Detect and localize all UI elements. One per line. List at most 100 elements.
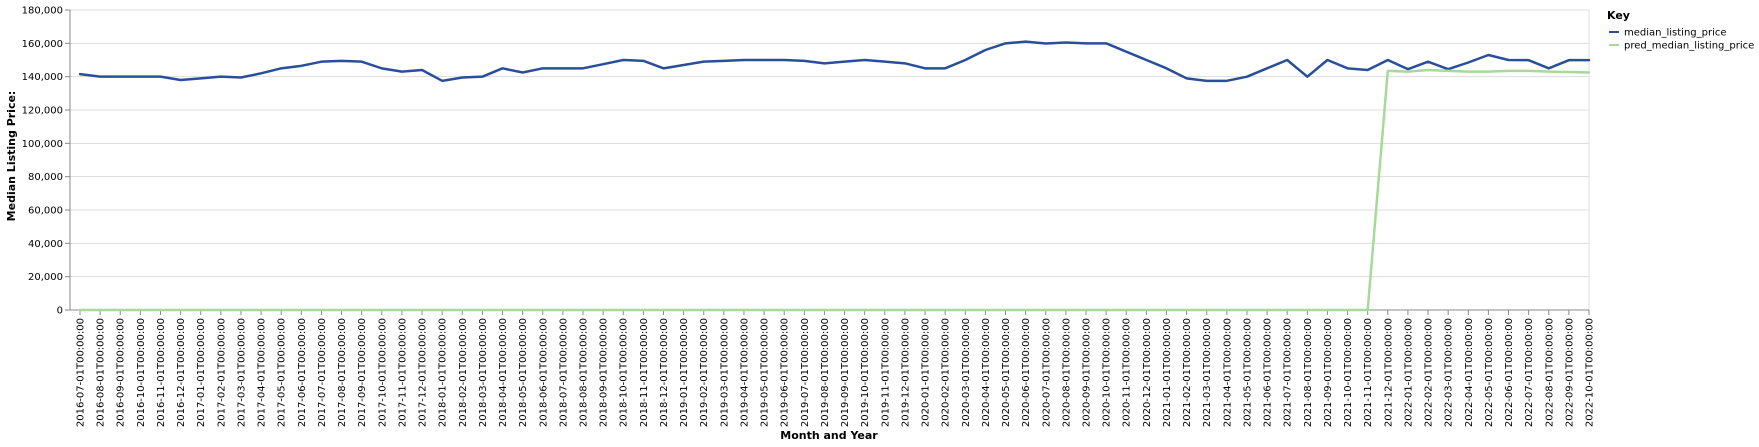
x-tick-label: 2017-12-01T00:00:00 (418, 318, 429, 427)
series-lines (78, 40, 1591, 312)
x-tick-label: 2022-01-01T00:00:00 (1403, 318, 1414, 427)
legend-label: pred_median_listing_price (1624, 41, 1754, 52)
x-tick-label: 2017-04-01T00:00:00 (257, 318, 268, 427)
x-tick-label: 2018-01-01T00:00:00 (438, 318, 449, 427)
x-tick-label: 2016-09-01T00:00:00 (116, 318, 127, 427)
x-tick-label: 2016-08-01T00:00:00 (96, 318, 107, 427)
x-tick-label: 2019-11-01T00:00:00 (880, 318, 891, 427)
x-tick-label: 2018-04-01T00:00:00 (498, 318, 509, 427)
series-line-median-listing-price (78, 40, 1591, 83)
x-tick-label: 2022-08-01T00:00:00 (1544, 318, 1555, 427)
x-tick-label: 2018-08-01T00:00:00 (579, 318, 590, 427)
x-tick-label: 2020-06-01T00:00:00 (1021, 318, 1032, 427)
x-tick-label: 2019-09-01T00:00:00 (840, 318, 851, 427)
y-tick-label: 0 (57, 306, 63, 317)
x-tick-label: 2016-10-01T00:00:00 (136, 318, 147, 427)
x-tick-label: 2018-06-01T00:00:00 (538, 318, 549, 427)
x-tick-label: 2020-08-01T00:00:00 (1061, 318, 1072, 427)
x-axis-title: Month and Year (780, 429, 878, 442)
x-tick-label: 2019-02-01T00:00:00 (699, 318, 710, 427)
y-tick-label: 40,000 (28, 239, 63, 250)
x-tick-label: 2022-09-01T00:00:00 (1564, 318, 1575, 427)
grid (70, 9, 1590, 311)
x-tick-label: 2020-09-01T00:00:00 (1082, 318, 1093, 427)
x-tick-label: 2018-10-01T00:00:00 (619, 318, 630, 427)
x-tick-label: 2017-09-01T00:00:00 (357, 318, 368, 427)
x-tick-label: 2018-11-01T00:00:00 (639, 318, 650, 427)
x-tick-label: 2017-07-01T00:00:00 (317, 318, 328, 427)
x-tick-label: 2020-10-01T00:00:00 (1102, 318, 1113, 427)
x-tick-label: 2021-07-01T00:00:00 (1283, 318, 1294, 427)
x-tick-label: 2021-04-01T00:00:00 (1222, 318, 1233, 427)
x-tick-label: 2019-12-01T00:00:00 (900, 318, 911, 427)
x-tick-label: 2022-04-01T00:00:00 (1464, 318, 1475, 427)
y-tick-label: 120,000 (22, 106, 63, 117)
x-tick-label: 2017-08-01T00:00:00 (337, 318, 348, 427)
x-tick-label: 2018-05-01T00:00:00 (518, 318, 529, 427)
legend-title: Key (1607, 9, 1630, 22)
x-tick-label: 2017-02-01T00:00:00 (216, 318, 227, 427)
x-tick-label: 2022-06-01T00:00:00 (1504, 318, 1515, 427)
y-tick-label: 140,000 (22, 72, 63, 83)
x-tick-label: 2017-06-01T00:00:00 (297, 318, 308, 427)
x-tick-label: 2018-03-01T00:00:00 (478, 318, 489, 427)
x-tick-label: 2017-01-01T00:00:00 (196, 318, 207, 427)
x-tick-label: 2019-06-01T00:00:00 (780, 318, 791, 427)
legend-label: median_listing_price (1624, 28, 1727, 39)
x-tick-label: 2021-11-01T00:00:00 (1363, 318, 1374, 427)
x-tick-label: 2016-11-01T00:00:00 (156, 318, 167, 427)
x-tick-label: 2020-03-01T00:00:00 (961, 318, 972, 427)
x-tick-label: 2020-12-01T00:00:00 (1142, 318, 1153, 427)
x-tick-label: 2021-06-01T00:00:00 (1263, 318, 1274, 427)
x-tick-label: 2021-01-01T00:00:00 (1162, 318, 1173, 427)
y-tick-label: 160,000 (22, 39, 63, 50)
y-axis-title: Median Listing Price: (5, 91, 18, 222)
x-tick-label: 2022-07-01T00:00:00 (1524, 318, 1535, 427)
legend: Key median_listing_price pred_median_list… (1607, 9, 1754, 52)
x-tick-label: 2021-02-01T00:00:00 (1182, 318, 1193, 427)
x-tick-label: 2017-03-01T00:00:00 (236, 318, 247, 427)
y-tick-label: 180,000 (22, 6, 63, 17)
x-tick-label: 2016-07-01T00:00:00 (76, 318, 87, 427)
x-tick-label: 2020-05-01T00:00:00 (1001, 318, 1012, 427)
x-tick-label: 2018-07-01T00:00:00 (558, 318, 569, 427)
x-tick-label: 2017-11-01T00:00:00 (397, 318, 408, 427)
x-tick-label: 2022-03-01T00:00:00 (1444, 318, 1455, 427)
x-tick-label: 2019-03-01T00:00:00 (719, 318, 730, 427)
x-tick-label: 2018-09-01T00:00:00 (599, 318, 610, 427)
x-tick-label: 2019-10-01T00:00:00 (860, 318, 871, 427)
x-tick-label: 2020-04-01T00:00:00 (981, 318, 992, 427)
x-tick-label: 2021-10-01T00:00:00 (1343, 318, 1354, 427)
x-tick-label: 2022-02-01T00:00:00 (1424, 318, 1435, 427)
x-tick-label: 2017-05-01T00:00:00 (277, 318, 288, 427)
x-tick-label: 2020-01-01T00:00:00 (921, 318, 932, 427)
x-tick-label: 2022-05-01T00:00:00 (1484, 318, 1495, 427)
x-axis: 2016-07-01T00:00:00 2016-08-01T00:00:00 20… (70, 309, 1596, 427)
y-tick-label: 80,000 (28, 172, 63, 183)
x-tick-label: 2020-07-01T00:00:00 (1041, 318, 1052, 427)
x-tick-label: 2019-05-01T00:00:00 (760, 318, 771, 427)
x-tick-label: 2022-10-01T00:00:00 (1585, 318, 1596, 427)
y-tick-label: 60,000 (28, 206, 63, 217)
x-tick-label: 2021-09-01T00:00:00 (1323, 318, 1334, 427)
x-tick-label: 2019-04-01T00:00:00 (739, 318, 750, 427)
x-tick-label: 2019-01-01T00:00:00 (679, 318, 690, 427)
y-tick-label: 20,000 (28, 272, 63, 283)
y-axis: 0 20,000 40,000 60,000 80,000 100,000 120,000 1… (22, 6, 71, 317)
series-line-pred-median-listing-price (78, 68, 1591, 312)
x-tick-label: 2021-08-01T00:00:00 (1303, 318, 1314, 427)
y-tick-label: 100,000 (22, 139, 63, 150)
x-tick-label: 2016-12-01T00:00:00 (176, 318, 187, 427)
x-tick-label: 2019-08-01T00:00:00 (820, 318, 831, 427)
x-tick-label: 2021-12-01T00:00:00 (1383, 318, 1394, 427)
x-tick-label: 2020-02-01T00:00:00 (941, 318, 952, 427)
x-tick-label: 2018-12-01T00:00:00 (659, 318, 670, 427)
x-tick-label: 2018-02-01T00:00:00 (458, 318, 469, 427)
x-tick-label: 2021-05-01T00:00:00 (1242, 318, 1253, 427)
x-tick-label: 2021-03-01T00:00:00 (1202, 318, 1213, 427)
x-tick-label: 2020-11-01T00:00:00 (1122, 318, 1133, 427)
x-tick-label: 2017-10-01T00:00:00 (377, 318, 388, 427)
x-tick-label: 2019-07-01T00:00:00 (800, 318, 811, 427)
